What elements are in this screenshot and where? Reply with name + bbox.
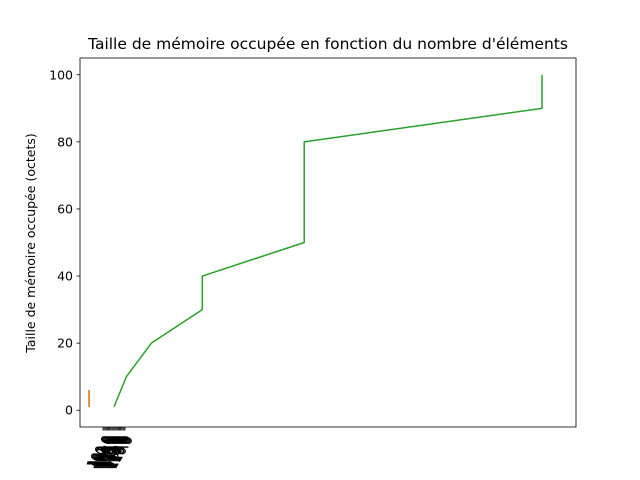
y-axis-label: Taille de mémoire occupée (octets) xyxy=(23,133,38,353)
y-tick-label: 60 xyxy=(57,201,73,216)
series-line-3 xyxy=(113,74,543,408)
y-tick-label: 20 xyxy=(57,336,73,351)
axes-frame xyxy=(79,57,577,428)
plot-area: 020406080100100.0101.0102.0103.0104.0105… xyxy=(49,57,577,471)
y-tick-label: 100 xyxy=(49,67,73,82)
chart-title: Taille de mémoire occupée en fonction du… xyxy=(87,35,568,53)
y-tick-label: 80 xyxy=(57,134,73,149)
y-tick-label: 0 xyxy=(65,403,73,418)
y-tick-label: 40 xyxy=(57,269,73,284)
